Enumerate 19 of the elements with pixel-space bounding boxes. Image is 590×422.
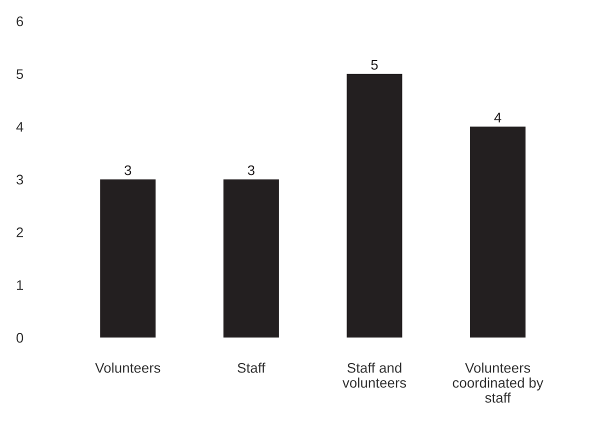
- x-tick-label: Volunteers: [95, 362, 160, 373]
- y-tick-label: 2: [16, 227, 23, 238]
- data-label: 3: [248, 165, 254, 176]
- x-tick-label: Staff and volunteers: [342, 362, 406, 388]
- y-tick-label: 6: [16, 16, 24, 26]
- y-tick-label: 0: [16, 332, 24, 343]
- x-tick-label: Staff: [238, 362, 266, 373]
- data-label: 3: [124, 165, 132, 176]
- x-tick-label: Volunteers coordinated by staff: [452, 362, 544, 403]
- data-label: 4: [494, 112, 502, 122]
- y-tick-label: 1: [17, 280, 23, 290]
- y-tick-label: 5: [16, 69, 24, 80]
- data-label: 5: [371, 60, 378, 70]
- bar: [223, 179, 279, 338]
- bar: [346, 74, 402, 338]
- bar: [470, 126, 526, 338]
- bar: [100, 179, 156, 338]
- y-tick-label: 3: [16, 174, 24, 185]
- y-tick-label: 4: [16, 122, 24, 132]
